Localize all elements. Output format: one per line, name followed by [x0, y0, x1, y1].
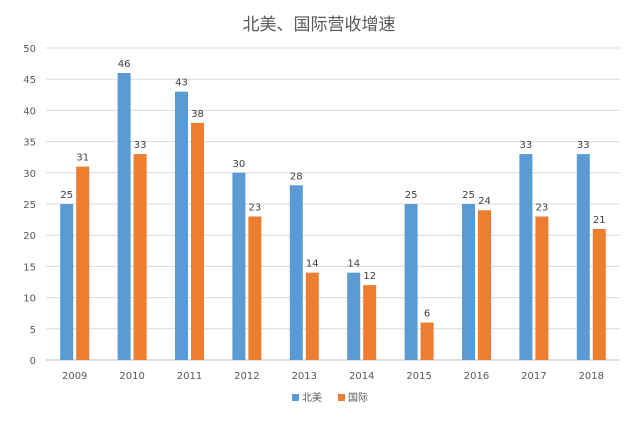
x-tick-label: 2014: [349, 371, 374, 382]
legend-label: 北美: [302, 391, 322, 404]
y-tick-label: 25: [23, 200, 36, 211]
y-tick-label: 10: [23, 294, 36, 305]
bar-北美-2011: [175, 91, 188, 361]
data-label: 23: [536, 202, 549, 213]
bar-北美-2015: [404, 204, 418, 360]
bar-国际-2017: [535, 216, 549, 360]
x-tick-label: 2012: [234, 371, 259, 382]
gridlines: [46, 47, 620, 361]
data-label: 33: [134, 140, 147, 151]
y-tick-label: 20: [23, 231, 36, 242]
legend-swatch: [338, 394, 345, 401]
x-tick-label: 2010: [119, 371, 144, 382]
x-tick-label: 2017: [521, 371, 546, 382]
data-label: 24: [478, 196, 491, 207]
data-label: 25: [405, 190, 418, 201]
y-tick-label: 0: [30, 356, 36, 367]
y-tick-label: 30: [23, 169, 36, 180]
bar-国际-2010: [133, 154, 147, 360]
bar-国际-2018: [592, 228, 606, 360]
data-label: 25: [60, 190, 73, 201]
y-tick-label: 5: [30, 325, 36, 336]
data-label: 33: [520, 140, 533, 151]
data-label: 33: [577, 140, 590, 151]
bar-北美-2012: [232, 172, 246, 360]
x-tick-label: 2015: [406, 371, 431, 382]
bar-北美-2014: [347, 272, 361, 360]
legend: 北美 国际: [292, 391, 368, 404]
data-label: 46: [118, 59, 131, 70]
y-tick-label: 40: [23, 106, 36, 117]
x-tick-label: 2018: [579, 371, 604, 382]
x-tick-label: 2013: [292, 371, 317, 382]
y-axis-ticks: 0 5 10 15 20 25 30 35 40 45 50: [23, 44, 36, 367]
bar-国际-2013: [305, 272, 319, 360]
bar-国际-2015: [420, 322, 434, 360]
legend-swatch: [292, 394, 299, 401]
data-label: 31: [76, 153, 89, 164]
data-label: 14: [347, 259, 360, 270]
legend-label: 国际: [348, 392, 368, 404]
bar-国际-2014: [363, 285, 377, 360]
bar-北美-2010: [117, 72, 131, 361]
data-label: 43: [175, 78, 188, 89]
bars: [60, 72, 606, 361]
bar-国际-2016: [478, 210, 491, 360]
data-label: 6: [424, 309, 430, 320]
data-label: 12: [363, 271, 376, 282]
data-label: 14: [306, 259, 319, 270]
chart-title: 北美、国际营收增速: [243, 15, 396, 35]
bar-国际-2012: [248, 216, 262, 360]
data-label: 23: [249, 202, 262, 213]
bar-北美-2013: [289, 185, 303, 360]
data-label: 30: [233, 159, 246, 170]
y-tick-label: 50: [23, 44, 36, 55]
x-tick-label: 2016: [464, 371, 489, 382]
data-label: 38: [191, 109, 204, 120]
y-tick-label: 45: [23, 75, 36, 86]
bar-国际-2009: [76, 166, 90, 360]
bar-国际-2011: [191, 122, 204, 360]
bar-北美-2016: [462, 204, 475, 360]
bar-北美-2017: [519, 154, 533, 360]
data-label: 21: [593, 215, 606, 226]
x-axis-ticks: 2009 2010 2011 2012 2013 2014 2015 2016 2017 2018: [62, 371, 604, 382]
y-tick-label: 35: [23, 138, 36, 149]
data-label: 25: [462, 190, 475, 201]
x-tick-label: 2009: [62, 371, 87, 382]
y-tick-label: 15: [23, 262, 36, 273]
bar-北美-2018: [576, 154, 590, 360]
bar-北美-2009: [60, 204, 74, 360]
data-label: 28: [290, 171, 303, 182]
x-tick-label: 2011: [177, 371, 202, 382]
